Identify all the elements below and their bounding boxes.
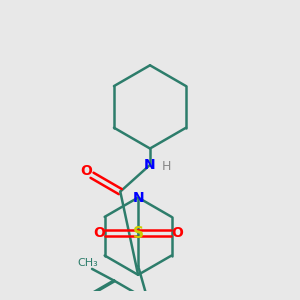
Text: O: O — [171, 226, 183, 240]
Text: O: O — [80, 164, 92, 178]
Text: N: N — [132, 190, 144, 205]
Text: S: S — [133, 226, 144, 241]
Text: H: H — [162, 160, 171, 173]
Text: O: O — [93, 226, 105, 240]
Text: N: N — [144, 158, 156, 172]
Text: CH₃: CH₃ — [77, 258, 98, 268]
